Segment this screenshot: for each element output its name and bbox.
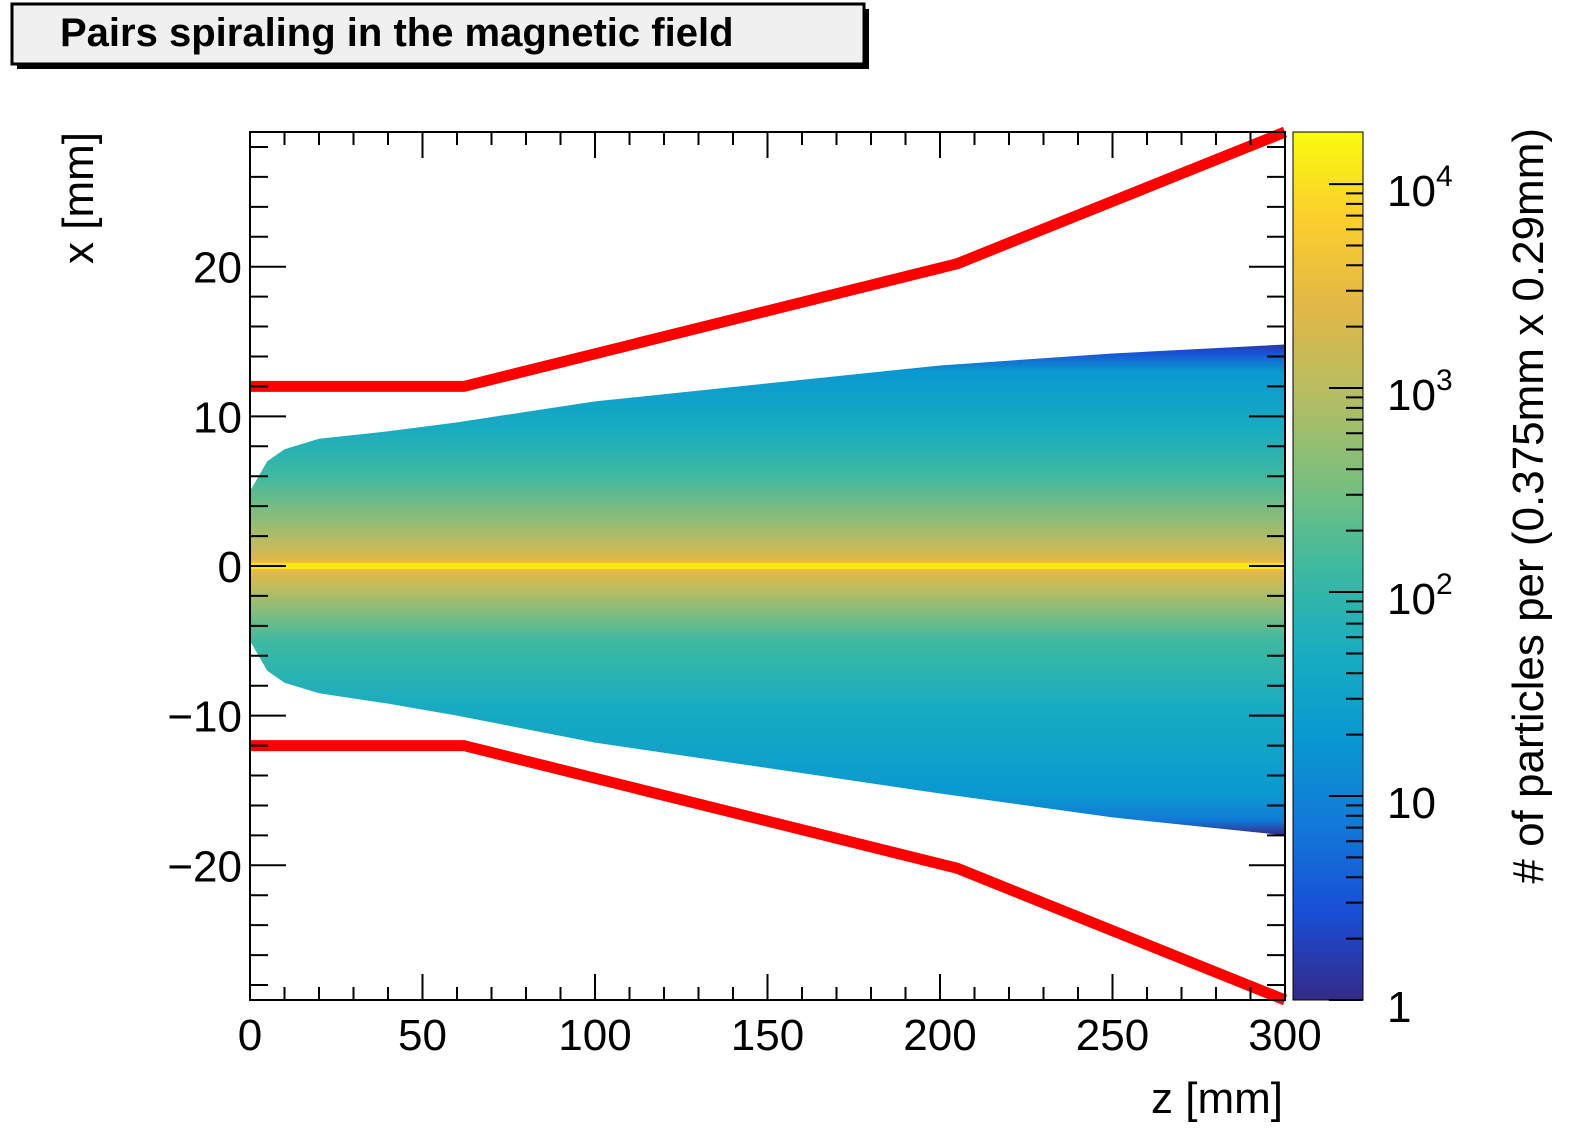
- z-tick-label: 103: [1387, 364, 1453, 420]
- boundary-line-lower: [250, 740, 1288, 1006]
- y-tick-label: 0: [218, 543, 242, 592]
- title-box: Pairs spiraling in the magnetic field: [10, 2, 869, 69]
- x-tick-label: 150: [731, 1011, 804, 1060]
- chart-title: Pairs spiraling in the magnetic field: [60, 11, 734, 55]
- z-tick-label: 1: [1387, 983, 1411, 1032]
- y-tick-labels: −20 −10 0 10 20: [167, 244, 242, 892]
- y-tick-label: 10: [193, 393, 242, 442]
- x-tick-label: 200: [903, 1011, 976, 1060]
- x-tick-label: 250: [1076, 1011, 1149, 1060]
- x-axis-title: z [mm]: [1151, 1074, 1283, 1123]
- x-tick-labels: 0 50 100 150 200 250 300: [238, 1011, 1322, 1060]
- z-tick-label: 102: [1387, 568, 1453, 624]
- colorbar-frame: [1292, 131, 1364, 1001]
- y-tick-label: 20: [193, 244, 242, 293]
- z-tick-labels: 1 10 102 103 104: [1387, 160, 1453, 1032]
- x-tick-label: 300: [1248, 1011, 1321, 1060]
- boundary-line-upper: [250, 126, 1288, 392]
- colorbar: [1293, 132, 1363, 1000]
- x-tick-label: 100: [558, 1011, 631, 1060]
- y-tick-label: −10: [167, 693, 242, 742]
- colorbar-ticks: [1292, 131, 1364, 1001]
- z-tick-label: 104: [1387, 160, 1453, 216]
- y-tick-label: −20: [167, 842, 242, 891]
- distribution-core: [250, 563, 1285, 569]
- x-tick-label: 50: [398, 1011, 447, 1060]
- z-tick-label: 10: [1387, 779, 1436, 828]
- z-axis-title: # of particles per (0.375mm x 0.29mm): [1504, 128, 1553, 884]
- boundary-lines: [250, 126, 1288, 1006]
- distribution-band: [250, 344, 1285, 836]
- x-tick-label: 0: [238, 1011, 262, 1060]
- y-axis-title: x [mm]: [54, 132, 103, 264]
- plot-frame: [249, 131, 1286, 1001]
